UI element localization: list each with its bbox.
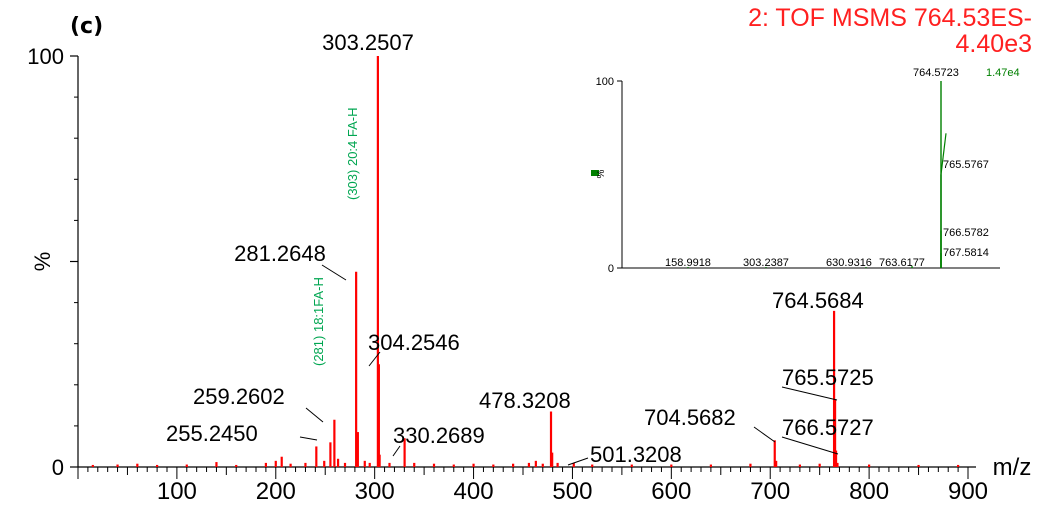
peak-label: 764.5684 [772, 288, 864, 313]
peak-label: 303.2507 [322, 30, 414, 55]
x-tick-label: 400 [454, 478, 494, 505]
peak-label-leader [392, 445, 401, 457]
inset-y-tick-label: 100 [596, 76, 614, 88]
inset-peak-label: 765.5767 [943, 159, 989, 171]
inset-peak-shoulder [940, 133, 947, 175]
x-tick-label: 900 [948, 478, 988, 505]
peak-annotation: (303) 20:4 FA-H [345, 108, 360, 201]
spectrum-header-title: 2: TOF MSMS 764.53ES- [748, 4, 1032, 32]
peak-label: 478.3208 [479, 388, 571, 413]
x-tick-label: 300 [355, 478, 395, 505]
peak-label: 304.2546 [368, 330, 460, 355]
inset-peak-label: 763.6177 [879, 257, 925, 269]
peak-label: 259.2602 [193, 384, 285, 409]
peak-label-leader [368, 351, 381, 367]
peak-label-leader [781, 436, 839, 455]
inset-peak-label: 767.5814 [943, 247, 989, 259]
peak-label-leader [567, 457, 589, 466]
x-tick-label: 600 [651, 478, 691, 505]
inset-legend-marker [591, 170, 599, 176]
peak-label-leader [305, 407, 324, 423]
peak-label-leader [321, 264, 347, 281]
inset-peak-label: 303.2387 [743, 257, 789, 269]
inset-peak-label: 158.9918 [665, 257, 711, 269]
peak-label-leader [753, 426, 776, 443]
inset-y-tick-label: 0 [608, 263, 614, 275]
x-tick-label: 500 [552, 478, 592, 505]
peak-label-leader [781, 386, 838, 401]
y-axis-label: % [30, 252, 55, 272]
y-tick-label: 0 [52, 455, 64, 480]
peak-label: 704.5682 [644, 405, 736, 430]
peak-label-leader [299, 436, 318, 441]
inset-intensity-label: 1.47e4 [986, 67, 1020, 79]
peak-label: 255.2450 [166, 421, 258, 446]
x-tick-label: 200 [256, 478, 296, 505]
peak-label: 766.5727 [782, 415, 874, 440]
inset-peak-label: 630.9316 [826, 257, 872, 269]
panel-label: (c) [70, 14, 104, 39]
inset-y-axis-label: % [596, 169, 607, 178]
peak-label: 281.2648 [234, 241, 326, 266]
x-tick-label: 800 [849, 478, 889, 505]
peak-label: 765.5725 [782, 365, 874, 390]
x-tick-label: 100 [157, 478, 197, 505]
spectrum-header-intensity: 4.40e3 [955, 30, 1032, 58]
inset-peak-label: 766.5782 [943, 227, 989, 239]
peak-label: 330.2689 [393, 423, 485, 448]
peak-annotation: (281) 18:1FA-H [311, 277, 326, 366]
y-tick-label: 100 [27, 44, 64, 69]
x-axis-label: m/z [993, 454, 1032, 481]
peak-label: 501.3208 [590, 442, 682, 467]
x-tick-label: 700 [750, 478, 790, 505]
inset-peak-label: 764.5723 [913, 67, 959, 79]
